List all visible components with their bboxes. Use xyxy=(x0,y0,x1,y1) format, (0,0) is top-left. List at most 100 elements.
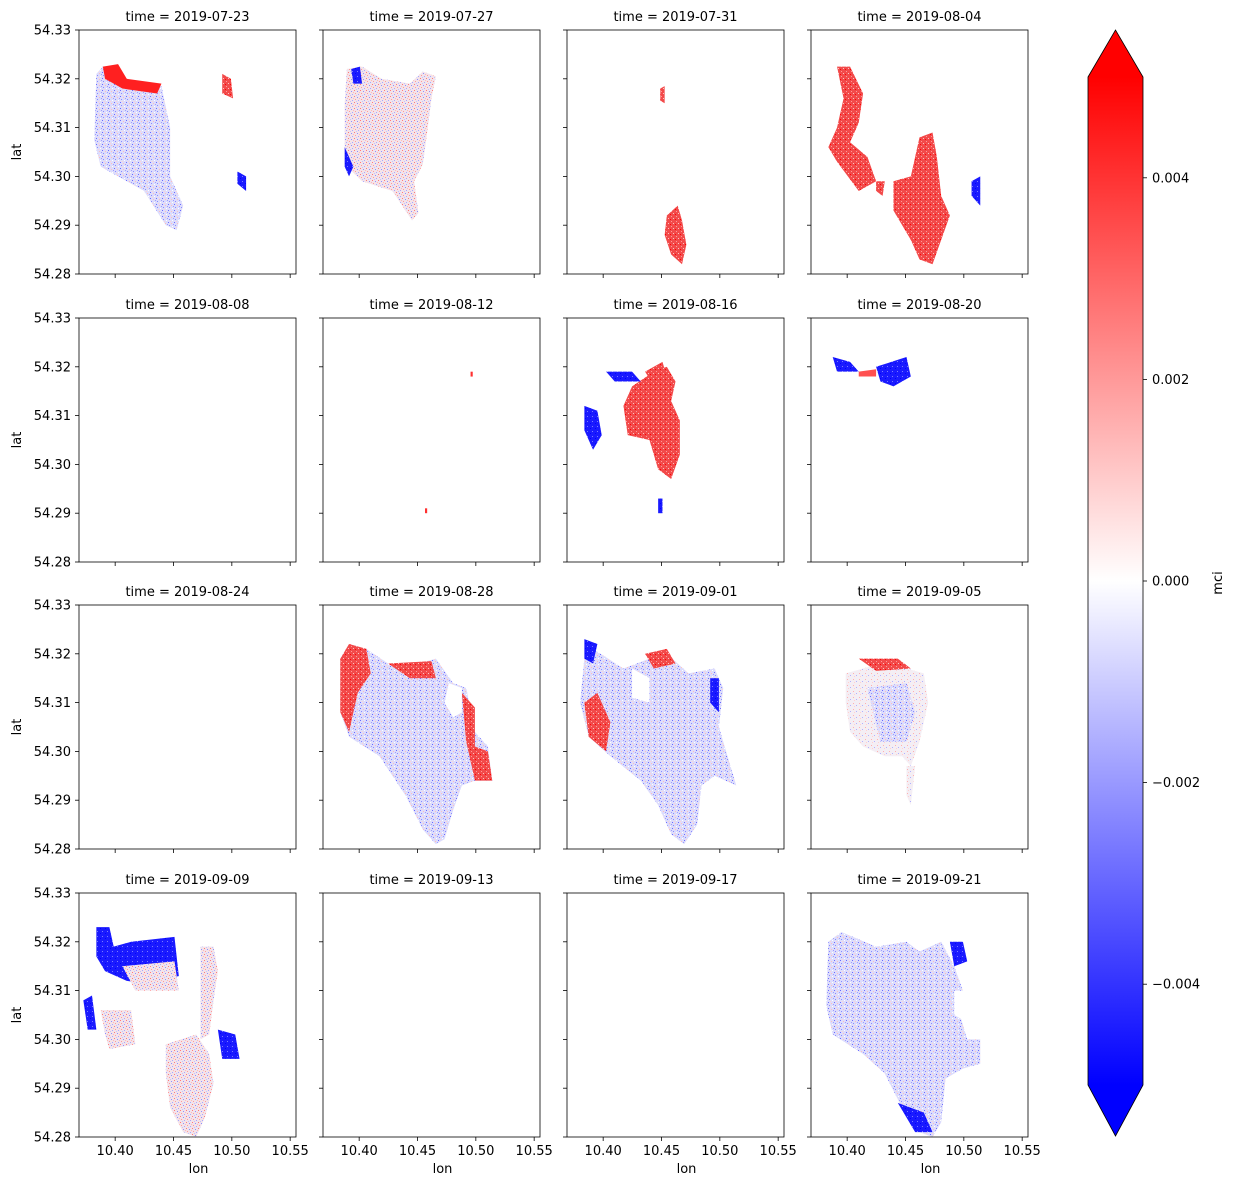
panel-data xyxy=(340,644,493,845)
y-tick-label: 54.29 xyxy=(34,794,71,809)
y-tick-label: 54.32 xyxy=(34,647,71,662)
x-tick-label: 10.45 xyxy=(399,1144,436,1159)
data-region xyxy=(710,678,719,713)
data-region xyxy=(83,995,97,1030)
y-tick-label: 54.30 xyxy=(34,170,71,185)
y-tick-label: 54.29 xyxy=(34,507,71,522)
axes-frame xyxy=(566,317,785,563)
data-region xyxy=(340,644,371,732)
data-region xyxy=(893,132,950,265)
facet-panel: time = 2019-07-31 xyxy=(563,10,785,278)
facet-panel: time = 2019-07-23 54.33 54.32 54.31 54.30 54.… xyxy=(34,10,297,283)
y-tick-label: 54.30 xyxy=(34,1033,71,1048)
panel-title: time = 2019-07-27 xyxy=(369,10,493,25)
data-region xyxy=(876,357,911,387)
y-tick-label: 54.32 xyxy=(34,935,71,950)
x-tick-label: 10.45 xyxy=(643,1144,680,1159)
panel-title: time = 2019-09-17 xyxy=(613,873,737,888)
panel-data xyxy=(83,927,240,1137)
x-tick-label: 10.55 xyxy=(1004,1144,1041,1159)
panel-title: time = 2019-08-20 xyxy=(857,298,981,313)
data-region xyxy=(222,73,234,99)
axes-frame xyxy=(78,317,297,563)
panel-data xyxy=(344,66,436,221)
y-axis-label: lat xyxy=(10,719,25,736)
data-region xyxy=(832,357,859,372)
data-region xyxy=(584,405,602,450)
axes-frame xyxy=(78,29,297,275)
data-region xyxy=(658,498,663,514)
y-tick-label: 54.31 xyxy=(34,984,71,999)
colorbar-tick-label: 0.000 xyxy=(1152,575,1189,590)
facet-panel: time = 2019-08-04 xyxy=(807,10,1029,278)
panel-data xyxy=(826,932,981,1137)
colorbar-body xyxy=(1088,77,1143,1085)
y-tick-label: 54.31 xyxy=(34,696,71,711)
y-tick-label: 54.33 xyxy=(34,887,71,902)
data-region xyxy=(645,361,667,387)
panel-data xyxy=(660,86,687,265)
colorbar-ticks: 0.004 0.002 0.000 −0.002 −0.004 xyxy=(1143,171,1200,993)
data-region xyxy=(424,508,428,514)
axes-frame xyxy=(322,29,541,275)
x-tick-label: 10.40 xyxy=(829,1144,866,1159)
y-tick-label: 54.28 xyxy=(34,268,71,283)
colorbar-label: mci xyxy=(1211,571,1226,594)
axes-frame xyxy=(566,29,785,275)
data-region xyxy=(954,990,963,1020)
axes-frame xyxy=(810,604,1029,850)
data-region xyxy=(858,658,911,671)
data-region xyxy=(461,692,493,781)
y-axis-label: lat xyxy=(10,432,25,449)
y-tick-label: 54.31 xyxy=(34,121,71,136)
x-tick-label: 10.50 xyxy=(945,1144,982,1159)
facet-panel: time = 2019-09-09 10.40 10.45 10.50 10.55 54.… xyxy=(34,873,309,1159)
y-tick-label: 54.29 xyxy=(34,1082,71,1097)
axes-frame xyxy=(78,892,297,1138)
data-region xyxy=(867,683,916,742)
panel-title: time = 2019-08-08 xyxy=(125,298,249,313)
data-region xyxy=(237,171,247,192)
panel-title: time = 2019-09-21 xyxy=(857,873,981,888)
facet-panel: time = 2019-08-12 xyxy=(319,298,541,566)
data-region xyxy=(971,176,981,206)
data-region xyxy=(645,648,676,669)
x-tick-label: 10.50 xyxy=(457,1144,494,1159)
y-tick-label: 54.29 xyxy=(34,219,71,234)
data-region xyxy=(584,639,598,664)
colorbar-tick-label: −0.002 xyxy=(1152,776,1200,791)
y-tick-label: 54.33 xyxy=(34,599,71,614)
panel-data xyxy=(580,639,737,845)
y-tick-label: 54.30 xyxy=(34,458,71,473)
data-region xyxy=(906,766,916,806)
data-region xyxy=(826,932,981,1137)
y-tick-label: 54.28 xyxy=(34,843,71,858)
data-region xyxy=(584,692,611,752)
x-tick-label: 10.45 xyxy=(155,1144,192,1159)
data-region xyxy=(102,64,162,94)
data-region xyxy=(388,661,436,679)
panel-data xyxy=(832,357,911,387)
colorbar-outline xyxy=(1087,29,1144,1137)
colorbar-tick-label: 0.002 xyxy=(1152,373,1189,388)
data-region xyxy=(444,683,462,718)
y-tick-label: 54.33 xyxy=(34,24,71,39)
panel-title: time = 2019-09-09 xyxy=(125,873,249,888)
x-tick-label: 10.45 xyxy=(887,1144,924,1159)
data-region xyxy=(858,369,877,377)
axes-frame xyxy=(566,892,785,1138)
data-region xyxy=(897,1102,933,1133)
facet-panel: time = 2019-07-27 xyxy=(319,10,541,278)
y-tick-label: 54.28 xyxy=(34,556,71,571)
panel-title: time = 2019-09-13 xyxy=(369,873,493,888)
facet-panel: time = 2019-09-17 10.40 10.45 10.50 10.55 xyxy=(563,873,797,1159)
data-region xyxy=(949,941,968,967)
x-tick-label: 10.55 xyxy=(272,1144,309,1159)
colorbar-tick-label: −0.004 xyxy=(1152,978,1200,993)
facet-panel: time = 2019-09-21 10.40 10.45 10.50 10.55 xyxy=(807,873,1041,1159)
axes-frame xyxy=(810,892,1029,1138)
panel-data xyxy=(94,64,247,231)
shared-axis-labels: lon lon lon lon lat lat lat lat xyxy=(10,144,940,1177)
panel-title: time = 2019-09-05 xyxy=(857,585,981,600)
